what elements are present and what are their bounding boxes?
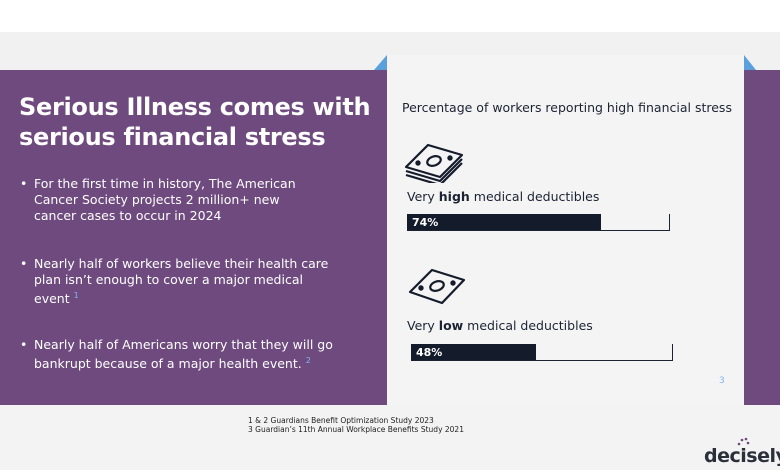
bullet-item-3: • Nearly half of Americans worry that th… [20,337,360,372]
corner-accent-right [744,55,756,70]
corner-accent-left [374,55,387,70]
bullet-item-2: • Nearly half of workers believe their h… [20,256,360,307]
brand-logo[interactable]: decisely [704,445,780,467]
logo-sparkle-icon [737,437,750,446]
bullet-text: Nearly half of workers believe their hea… [34,256,329,307]
bullet-item-1: • For the first time in history, The Ame… [20,176,360,224]
bar-track-low: 48% [411,344,673,361]
money-bill-icon [408,268,466,305]
category-label-high: Very high medical deductibles [407,189,600,204]
bullet-dot: • [20,337,28,352]
category-label-low: Very low medical deductibles [407,318,593,333]
slide-number: 3 [719,376,725,386]
bullet-dot: • [20,256,28,271]
bar-high: 74% [407,214,601,230]
footnote-ref-1[interactable]: 1 [73,291,79,300]
bar-low: 48% [411,344,537,360]
footnote-1: 1 & 2 Guardians Benefit Optimization Stu… [248,416,434,425]
slide-title: Serious Illness comes with serious finan… [19,92,379,152]
bullet-text: Nearly half of Americans worry that they… [34,337,333,372]
slide-title-line-1: Serious Illness comes with [19,93,371,121]
bar-track-high: 74% [407,214,670,231]
bar-label-high: 74% [412,215,439,229]
bullet-text: For the first time in history, The Ameri… [34,176,296,223]
money-stack-icon [404,143,464,183]
slide-title-line-2: serious financial stress [19,123,326,151]
bottom-band [0,405,780,470]
chart-title: Percentage of workers reporting high fin… [402,100,732,115]
bullet-dot: • [20,176,28,191]
footnote-ref-2[interactable]: 2 [305,356,311,365]
bar-label-low: 48% [416,345,443,359]
footnote-2: 3 Guardian’s 11th Annual Workplace Benef… [248,425,464,434]
